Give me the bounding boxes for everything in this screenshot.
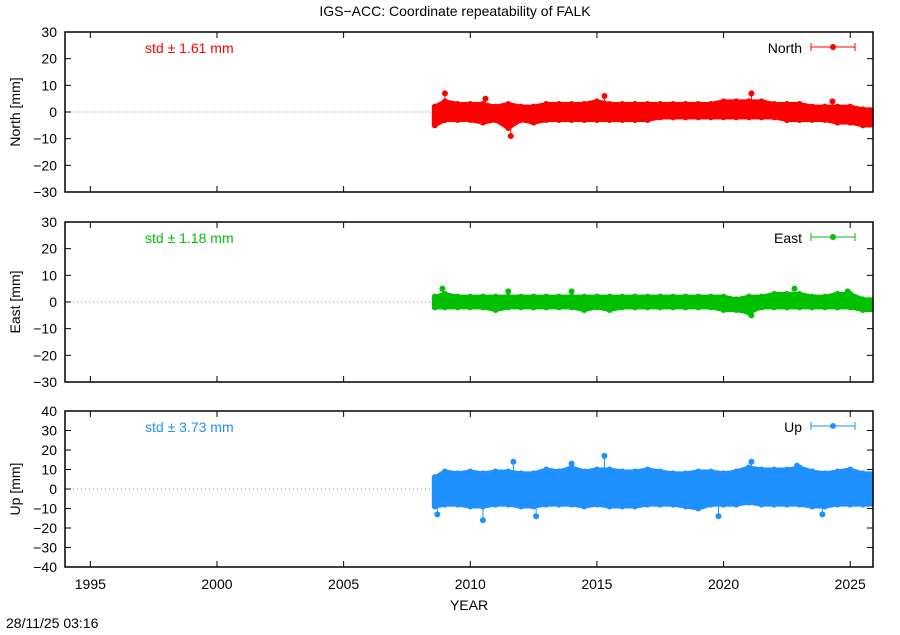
plot-frame [64,31,874,193]
data-point [510,458,517,465]
y-tick-label: 40 [41,403,57,419]
y-tick-label: 30 [41,24,57,40]
y-tick-label: −20 [33,157,57,173]
y-tick-label: 20 [41,442,57,458]
x-tick-label: 2005 [328,576,359,592]
legend-marker [830,423,836,429]
y-tick-label: 10 [41,462,57,478]
y-tick-label: 20 [41,241,57,257]
data-point [715,513,722,520]
y-tick-label: −40 [33,559,57,575]
y-tick-label: 30 [41,214,57,230]
std-annotation: std ± 1.61 mm [145,40,234,56]
y-axis-label: Up [mm] [7,463,23,516]
y-tick-label: 10 [41,77,57,93]
legend-marker [830,234,836,240]
x-axis-label: YEAR [450,597,488,613]
y-axis-label: East [mm] [7,270,23,333]
data-point [601,93,608,99]
legend-label: Up [784,419,802,435]
data-point [748,90,755,97]
data-point [748,312,755,319]
data-band [432,292,874,315]
legend-label: East [774,230,802,246]
data-point [507,133,514,139]
data-point [794,462,801,469]
panel-east: −30 −20 −10 0 10 20 30 East [mm] std ± 1.18 mm Ea… [7,214,874,390]
y-tick-label: −20 [33,520,57,536]
plot-frame [64,221,874,383]
legend-marker [830,44,836,50]
x-tick-label: 1995 [75,576,106,592]
plot-frame [64,410,874,568]
data-point [505,288,512,295]
data-point [829,98,836,105]
data-point [844,288,851,295]
y-tick-label: −30 [33,184,57,200]
data-point [748,458,755,465]
data-point [479,517,486,524]
data-point [601,452,608,459]
y-axis-label: North [mm] [7,77,23,146]
chart-title: IGS−ACC: Coordinate repeatability of FAL… [319,3,591,19]
y-tick-label: −10 [33,131,57,147]
y-tick-label: 10 [41,267,57,283]
y-tick-label: 0 [49,481,57,497]
std-annotation: std ± 1.18 mm [145,230,234,246]
y-tick-label: 0 [49,294,57,310]
panel-up: −40 −30 −20 −10 0 10 20 30 40 1995 2000 2005 2010 201… [7,403,874,592]
data-band [432,465,874,511]
data-point [568,288,575,295]
data-point [439,285,446,292]
data-point [819,511,826,518]
data-point [434,511,441,518]
y-tick-label: −20 [33,347,57,363]
y-tick-label: −10 [33,321,57,337]
x-tick-label: 2010 [455,576,486,592]
x-tick-label: 2020 [708,576,739,592]
legend-label: North [768,40,802,56]
y-tick-label: −30 [33,540,57,556]
x-tick-label: 2000 [201,576,232,592]
data-point [791,285,798,292]
timestamp: 28/11/25 03:16 [6,615,99,630]
data-point [482,95,489,102]
y-tick-label: 30 [41,423,57,439]
y-tick-label: 20 [41,51,57,67]
data-point [568,460,575,467]
panel-north: −30 −20 −10 0 10 20 30 North [mm] std ± 1.61 mm N… [7,24,874,200]
x-tick-label: 2015 [581,576,612,592]
y-tick-label: −10 [33,501,57,517]
std-annotation: std ± 3.73 mm [145,419,234,435]
y-tick-label: 0 [49,104,57,120]
data-point [441,90,448,97]
x-tick-label: 2025 [835,576,866,592]
y-tick-label: −30 [33,374,57,390]
data-point [533,513,540,520]
data-band [432,99,874,130]
